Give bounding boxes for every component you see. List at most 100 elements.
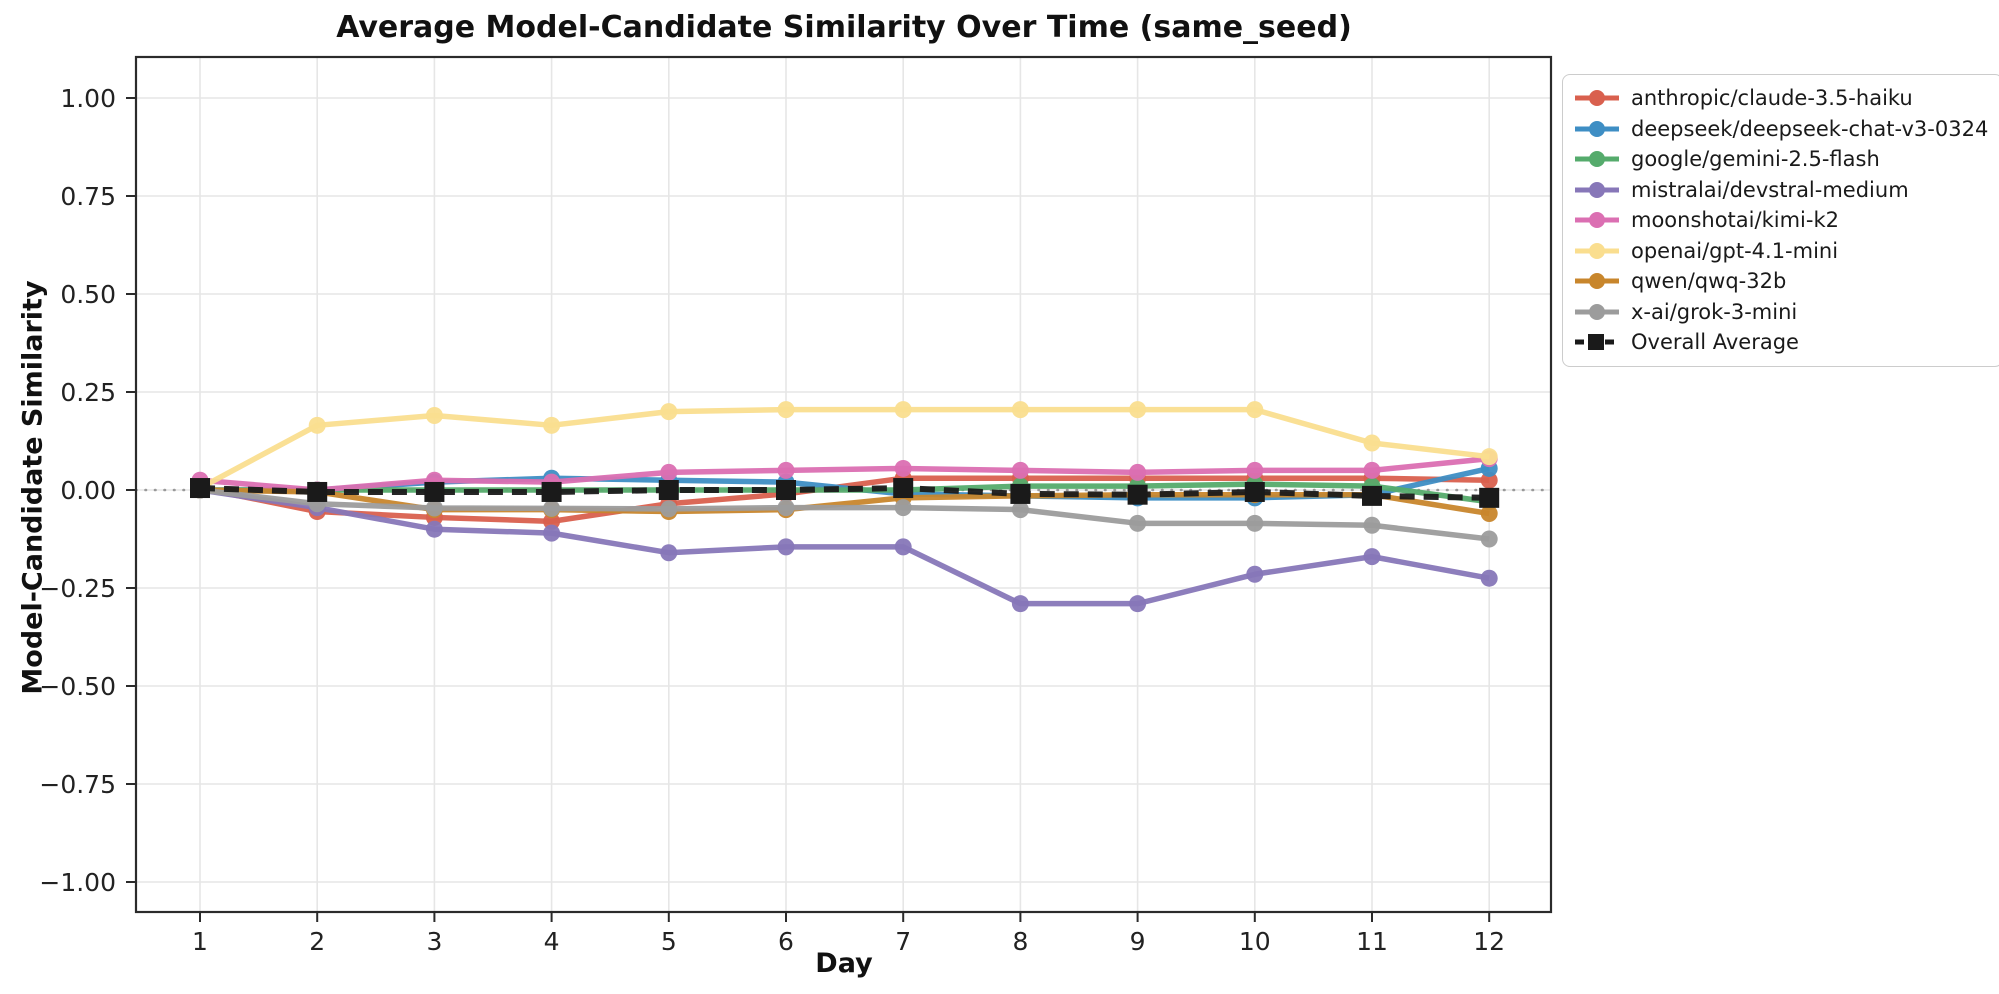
legend-label: Overall Average	[1631, 330, 1799, 355]
x-axis-label: Day	[815, 948, 873, 979]
x-tick-label: 2	[309, 927, 325, 956]
series-openai-gpt-4-1-mini	[191, 401, 1498, 497]
legend-item-x-ai-grok-3-mini: x-ai/grok-3-mini	[1573, 297, 1988, 328]
y-tick-label: −0.25	[39, 574, 116, 603]
axis-ticks: 1 2 3 4 5 6 7 8 9 10 11 121.000.750.500.250.00−0.25…	[39, 84, 1505, 956]
data-point	[1480, 505, 1498, 523]
data-point	[1479, 487, 1500, 508]
data-point	[307, 481, 328, 502]
data-point	[777, 461, 795, 479]
data-point	[543, 524, 561, 542]
data-point	[1363, 516, 1381, 534]
data-point	[658, 480, 679, 500]
legend-swatch-deepseek-deepseek-chat-v3-0324	[1575, 120, 1619, 137]
y-tick-label: 0.75	[60, 182, 116, 211]
data-point	[1129, 463, 1147, 481]
x-tick-label: 11	[1356, 927, 1388, 956]
data-point	[1011, 461, 1029, 479]
data-point	[1480, 448, 1498, 466]
legend-label: x-ai/grok-3-mini	[1631, 299, 1798, 324]
series-overall-average	[190, 478, 1500, 508]
legend-item-overall-average: Overall Average	[1573, 327, 1988, 358]
legend-label: google/gemini-2.5-flash	[1631, 147, 1880, 172]
data-point	[894, 538, 912, 556]
y-tick-label: 0.00	[60, 476, 116, 505]
data-point	[1010, 483, 1031, 504]
y-tick-label: −0.50	[39, 672, 116, 701]
legend-label: qwen/qwq-32b	[1631, 269, 1787, 294]
data-point	[1480, 569, 1498, 587]
legend-swatch-moonshotai-kimi-k2	[1575, 212, 1619, 229]
data-point	[1246, 565, 1264, 583]
legend-swatch-overall-average	[1575, 334, 1619, 351]
data-point	[1129, 401, 1147, 419]
legend-swatch-x-ai-grok-3-mini	[1575, 303, 1619, 320]
series-mistralai-devstral-medium	[191, 481, 1498, 613]
x-tick-label: 5	[661, 927, 677, 956]
data-point	[1246, 461, 1264, 479]
data-point	[541, 481, 562, 502]
data-point	[1011, 595, 1029, 613]
data-point	[660, 463, 678, 481]
legend-item-qwen-qwq-32b: qwen/qwq-32b	[1573, 266, 1988, 297]
data-point	[425, 407, 443, 425]
legend-item-mistralai-devstral-medium: mistralai/devstral-medium	[1573, 175, 1988, 206]
legend-label: openai/gpt-4.1-mini	[1631, 238, 1839, 263]
y-tick-label: 0.50	[60, 280, 116, 309]
legend-item-deepseek-deepseek-chat-v3-0324: deepseek/deepseek-chat-v3-0324	[1573, 114, 1988, 145]
data-point	[776, 480, 796, 500]
data-point	[894, 459, 912, 477]
legend-swatch-openai-gpt-4-1-mini	[1575, 242, 1619, 259]
data-point	[1129, 514, 1147, 532]
legend-swatch-mistralai-devstral-medium	[1575, 181, 1619, 198]
legend-label: anthropic/claude-3.5-haiku	[1631, 86, 1913, 111]
legend-item-google-gemini-2-5-flash: google/gemini-2.5-flash	[1573, 144, 1988, 175]
legend-swatch-anthropic-claude-3-5-haiku	[1575, 90, 1619, 107]
legend-label: moonshotai/kimi-k2	[1631, 208, 1839, 233]
data-point	[543, 512, 561, 530]
data-point	[1480, 530, 1498, 548]
data-point	[894, 499, 912, 517]
data-point	[893, 478, 914, 499]
data-point	[308, 416, 326, 434]
data-point	[1480, 471, 1498, 489]
x-tick-label: 7	[895, 927, 911, 956]
data-point	[1362, 485, 1382, 506]
data-point	[190, 478, 210, 499]
data-point	[660, 403, 678, 421]
data-point	[1246, 401, 1264, 419]
data-point	[425, 499, 443, 517]
data-point	[543, 499, 561, 517]
plot-border	[134, 55, 1553, 914]
data-point	[1011, 501, 1029, 519]
series-x-ai-grok-3-mini	[191, 481, 1498, 548]
data-point	[1363, 548, 1381, 566]
data-point	[894, 401, 912, 419]
y-tick-label: 0.25	[60, 378, 116, 407]
legend-swatch-qwen-qwq-32b	[1575, 273, 1619, 290]
data-point	[1363, 434, 1381, 452]
x-tick-label: 6	[778, 927, 794, 956]
legend-label: deepseek/deepseek-chat-v3-0324	[1631, 116, 1989, 141]
legend-swatch-google-gemini-2-5-flash	[1575, 151, 1619, 168]
data-point	[543, 416, 561, 434]
x-tick-label: 10	[1239, 927, 1271, 956]
x-tick-label: 8	[1012, 927, 1028, 956]
chart-title: Average Model-Candidate Similarity Over …	[336, 10, 1352, 45]
y-tick-label: −1.00	[39, 868, 116, 897]
x-tick-label: 4	[544, 927, 560, 956]
x-tick-label: 12	[1473, 927, 1505, 956]
legend-item-anthropic-claude-3-5-haiku: anthropic/claude-3.5-haiku	[1573, 83, 1988, 114]
data-point	[777, 401, 795, 419]
x-tick-label: 1	[192, 927, 208, 956]
legend-label: mistralai/devstral-medium	[1631, 177, 1909, 202]
data-point	[1011, 401, 1029, 419]
data-point	[660, 544, 678, 562]
y-tick-label: −0.75	[39, 770, 116, 799]
legend-box: anthropic/claude-3.5-haiku deepseek/deeps…	[1562, 74, 1999, 367]
data-point	[777, 499, 795, 517]
legend-item-openai-gpt-4-1-mini: openai/gpt-4.1-mini	[1573, 236, 1988, 267]
data-point	[1129, 595, 1147, 613]
